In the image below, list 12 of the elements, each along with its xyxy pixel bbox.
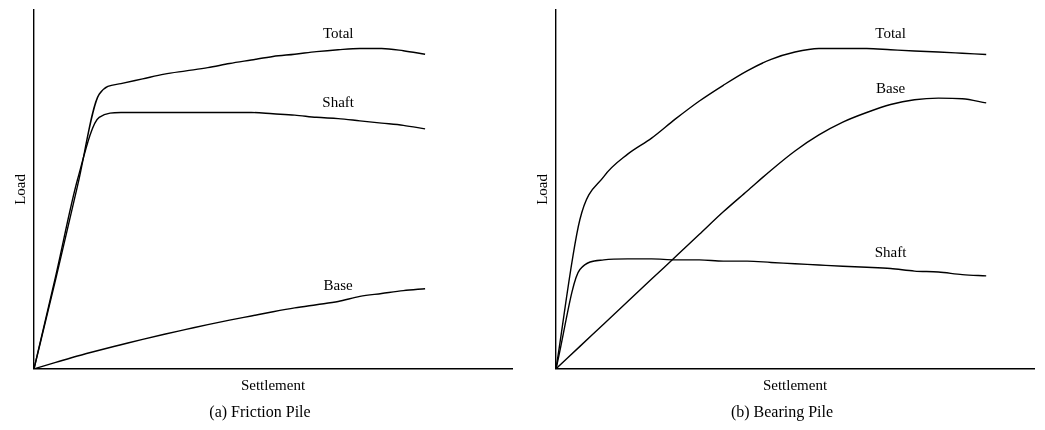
series-label: Base xyxy=(323,276,354,293)
series-label: Shaft xyxy=(874,243,908,260)
series-label: Shaft xyxy=(322,94,355,111)
series-label: Total xyxy=(322,25,354,42)
text: (b) Bearing Pile xyxy=(730,402,834,421)
text: (a) Friction Pile xyxy=(209,402,311,421)
y-axis-title: Load xyxy=(533,173,550,205)
y-axis-title: Load xyxy=(11,173,28,205)
series-label: Total xyxy=(875,25,906,42)
x-axis-title: Settlement xyxy=(240,376,306,393)
x-axis-title: Settlement xyxy=(762,376,828,393)
series-label: Base xyxy=(876,79,906,96)
